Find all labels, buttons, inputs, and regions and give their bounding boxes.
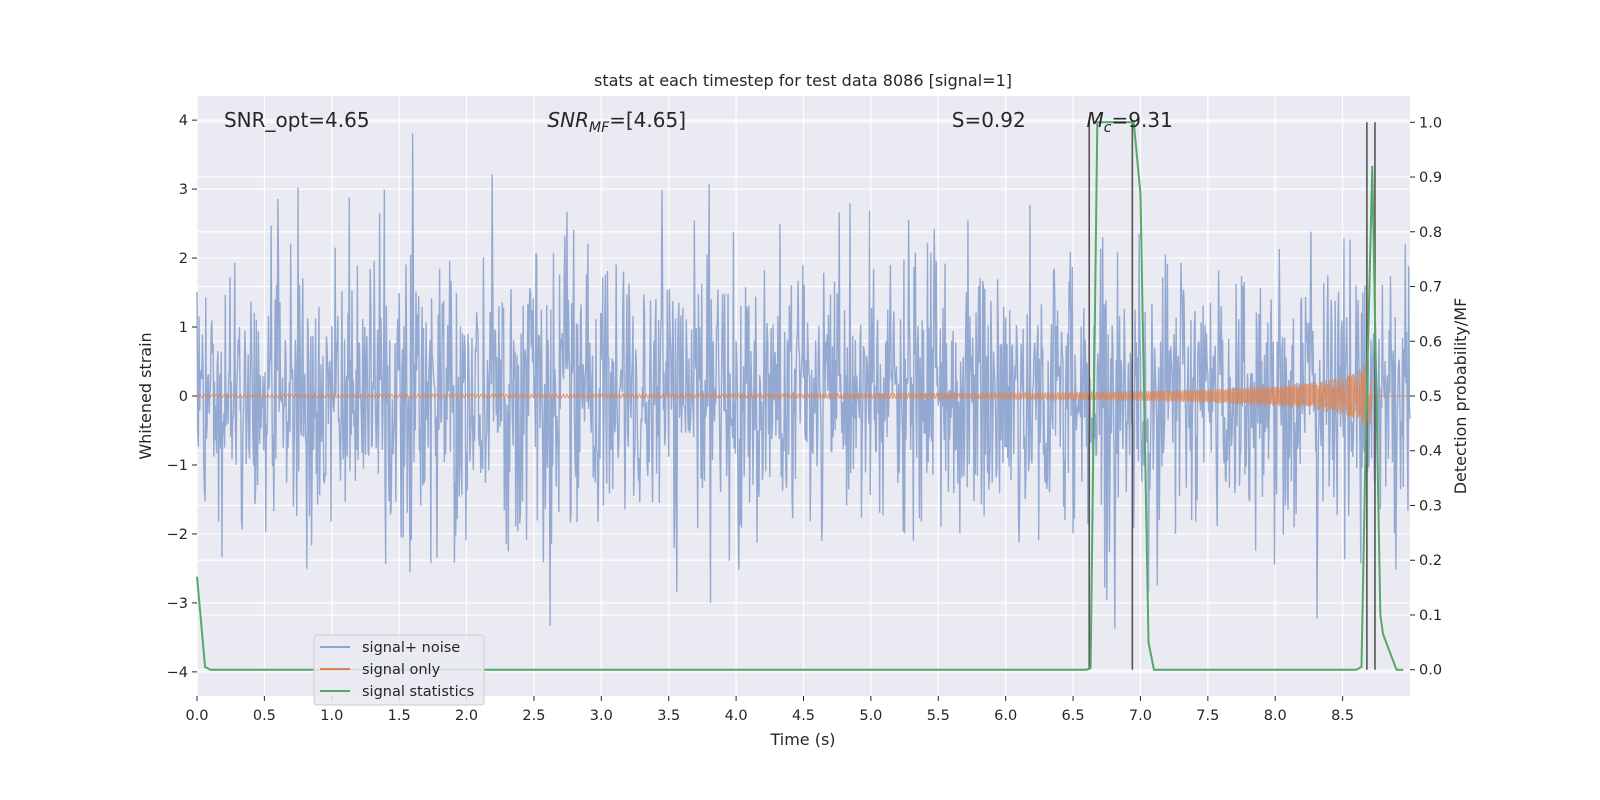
y-tick-label-left: 0 — [179, 389, 188, 405]
y-tick-label-right: 0.9 — [1419, 170, 1442, 186]
x-tick-label: 7.5 — [1196, 708, 1219, 724]
y-tick-label-left: −4 — [167, 665, 188, 681]
y-tick-label-right: 1.0 — [1419, 115, 1442, 131]
axis-ticks: 0.0 0.5 1.0 1.5 2.0 2.5 3.0 3.5 4.0 4.5 5.0 5.5 6.0 6… — [167, 113, 1442, 724]
y-tick-label-right: 0.5 — [1419, 389, 1442, 405]
legend-label-signal-noise: signal+ noise — [362, 640, 460, 656]
legend: signal+ noise signal only signal statistic… — [313, 634, 485, 706]
y-tick-label-right: 0.6 — [1419, 334, 1442, 350]
x-tick-label: 2.0 — [455, 708, 478, 724]
x-tick-label: 4.5 — [792, 708, 815, 724]
x-tick-label: 3.5 — [657, 708, 680, 724]
chart-title: stats at each timestep for test data 808… — [594, 71, 1012, 90]
y-tick-label-left: 1 — [179, 320, 188, 336]
x-tick-label: 0.5 — [253, 708, 276, 724]
y-axis-label-left: Whitened strain — [136, 332, 155, 459]
y-tick-label-right: 0.2 — [1419, 553, 1442, 569]
y-tick-label-right: 0.3 — [1419, 498, 1442, 514]
y-tick-label-right: 0.4 — [1419, 444, 1442, 460]
signal-only-line — [196, 362, 1373, 431]
x-tick-label: 7.0 — [1129, 708, 1152, 724]
x-tick-label: 1.5 — [388, 708, 411, 724]
x-tick-label: 3.0 — [590, 708, 613, 724]
annotation-s-val: S=0.92 — [952, 108, 1026, 132]
legend-label-signal-statistics: signal statistics — [362, 684, 474, 700]
series-signal-noise — [196, 133, 1411, 629]
signal-noise-line — [196, 133, 1411, 629]
x-tick-label: 6.5 — [1062, 708, 1085, 724]
annotation-snr-mf: SNRMF=[4.65] — [547, 108, 686, 136]
signal-statistics-line — [196, 121, 1404, 671]
y-tick-label-left: 2 — [179, 251, 188, 267]
y-tick-label-right: 0.0 — [1419, 663, 1442, 679]
series-signal-statistics — [196, 121, 1404, 671]
y-tick-label-left: 4 — [179, 113, 188, 129]
x-tick-label: 4.0 — [725, 708, 748, 724]
x-axis-label: Time (s) — [769, 730, 835, 749]
x-tick-label: 8.0 — [1264, 708, 1287, 724]
series-signal-only — [196, 362, 1410, 431]
x-tick-label: 2.5 — [522, 708, 545, 724]
x-tick-label: 0.0 — [185, 708, 208, 724]
y-tick-label-left: −1 — [167, 458, 188, 474]
annotation-mc-val: Mc=9.31 — [1087, 108, 1173, 136]
annotation-snr-opt: SNR_opt=4.65 — [224, 108, 370, 132]
y-tick-label-left: 3 — [179, 182, 188, 198]
y-tick-label-right: 0.1 — [1419, 608, 1442, 624]
x-tick-label: 5.5 — [927, 708, 950, 724]
y-tick-label-left: −2 — [167, 527, 188, 543]
y-tick-label-right: 0.8 — [1419, 225, 1442, 241]
y-axis-label-right: Detection probability/MF — [1451, 298, 1470, 495]
x-tick-label: 1.0 — [320, 708, 343, 724]
x-tick-label: 6.0 — [994, 708, 1017, 724]
legend-frame — [313, 634, 485, 706]
y-tick-label-right: 0.7 — [1419, 280, 1442, 296]
y-tick-label-left: −3 — [167, 596, 188, 612]
x-tick-label: 5.0 — [859, 708, 882, 724]
legend-label-signal-only: signal only — [362, 662, 441, 678]
x-tick-label: 8.5 — [1331, 708, 1354, 724]
annotations: SNR_opt=4.65 SNRMF=[4.65] S=0.92 Mc=9.31 — [224, 108, 1173, 136]
